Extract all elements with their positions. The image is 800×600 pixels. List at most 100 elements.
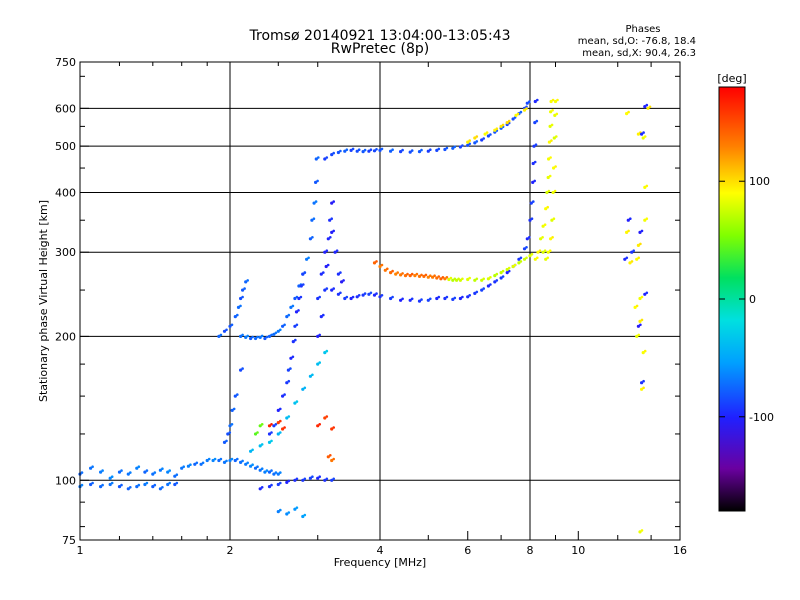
data-point: [639, 323, 642, 327]
data-point: [399, 273, 403, 277]
data-point: [499, 276, 503, 280]
data-point: [335, 249, 339, 252]
data-point: [375, 148, 378, 151]
data-point: [480, 138, 484, 142]
data-point: [437, 147, 441, 151]
data-point: [415, 272, 419, 276]
data-point: [295, 323, 299, 327]
colorbar-label: [deg]: [717, 72, 746, 85]
data-point: [519, 256, 523, 260]
data-point: [175, 473, 179, 477]
data-point: [80, 471, 84, 474]
data-point: [302, 283, 305, 286]
data-point: [630, 250, 634, 254]
data-point: [267, 424, 272, 428]
data-point: [528, 236, 531, 239]
data-point: [424, 273, 428, 277]
data-point: [636, 132, 641, 136]
data-point: [332, 287, 336, 290]
data-point: [480, 278, 484, 282]
data-point: [276, 432, 280, 436]
x-tick-label: 1: [77, 544, 84, 557]
data-point: [439, 277, 443, 281]
data-point: [437, 295, 441, 299]
data-point: [267, 440, 272, 444]
data-point: [246, 461, 249, 465]
data-point: [433, 274, 436, 278]
data-point: [267, 334, 272, 338]
data-point: [319, 272, 323, 276]
data-point: [391, 295, 394, 299]
data-point: [549, 110, 553, 114]
data-point: [323, 157, 327, 161]
data-point: [458, 278, 462, 282]
data-point: [549, 237, 553, 241]
data-point: [410, 272, 414, 276]
data-point: [386, 267, 389, 271]
data-point: [513, 263, 517, 267]
data-point: [495, 127, 499, 130]
data-point: [314, 157, 318, 161]
data-point: [230, 457, 234, 461]
data-point: [168, 469, 171, 472]
data-point: [108, 482, 112, 487]
data-point: [401, 297, 404, 301]
data-point: [283, 426, 286, 429]
data-point: [426, 149, 430, 153]
data-point: [274, 471, 278, 474]
data-point: [533, 179, 536, 183]
data-point: [528, 218, 532, 222]
data-point: [517, 257, 521, 261]
data-point: [233, 394, 237, 398]
x-tick-label: 6: [464, 544, 471, 557]
data-point: [533, 160, 537, 164]
data-point: [276, 482, 280, 487]
data-point: [645, 103, 649, 107]
data-point: [289, 305, 293, 309]
data-point: [528, 254, 532, 258]
data-point: [283, 323, 286, 327]
data-point: [270, 439, 273, 443]
data-point: [287, 415, 291, 418]
scatter-series: [249, 349, 329, 453]
data-point: [529, 201, 533, 205]
data-point: [482, 287, 486, 290]
data-point: [272, 424, 276, 428]
y-ticks: 75 100 200 300 400 500 600 750: [55, 56, 680, 547]
data-point: [437, 275, 441, 278]
data-point: [530, 252, 534, 256]
data-point: [330, 217, 334, 220]
data-point: [473, 278, 477, 282]
y-tick-label: 200: [55, 330, 76, 343]
data-point: [640, 381, 644, 385]
data-point: [276, 510, 280, 514]
data-point: [345, 148, 349, 151]
x-tick-label: 10: [571, 544, 585, 557]
data-point: [486, 134, 490, 138]
data-point: [519, 260, 523, 263]
y-tick-label: 400: [55, 186, 76, 199]
data-point: [256, 335, 259, 339]
data-point: [325, 156, 329, 159]
data-point: [552, 136, 556, 140]
data-point: [633, 305, 637, 309]
data-point: [339, 291, 342, 295]
data-point: [639, 242, 642, 246]
data-point: [267, 432, 272, 436]
data-point: [372, 293, 377, 297]
data-point: [372, 149, 377, 153]
data-point: [251, 463, 254, 467]
data-point: [168, 481, 171, 485]
data-point: [349, 148, 353, 152]
data-point: [325, 249, 329, 252]
data-point: [270, 423, 273, 426]
data-point: [389, 149, 393, 153]
data-point: [543, 223, 547, 226]
data-point: [241, 459, 244, 463]
data-point: [297, 309, 300, 312]
data-point: [541, 236, 544, 239]
data-point: [367, 292, 371, 296]
data-point: [279, 407, 282, 411]
data-point: [323, 288, 327, 292]
data-point: [640, 529, 644, 532]
